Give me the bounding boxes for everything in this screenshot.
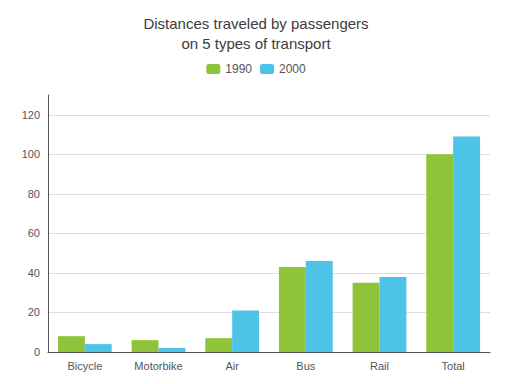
svg-text:0: 0 — [34, 346, 40, 358]
svg-text:Motorbike: Motorbike — [134, 360, 182, 372]
svg-text:on 5 types of transport: on 5 types of transport — [181, 35, 331, 52]
svg-text:60: 60 — [28, 227, 40, 239]
svg-text:Bus: Bus — [296, 360, 315, 372]
svg-text:40: 40 — [28, 267, 40, 279]
svg-text:80: 80 — [28, 188, 40, 200]
svg-text:2000: 2000 — [279, 62, 306, 76]
svg-text:Total: Total — [442, 360, 465, 372]
svg-text:120: 120 — [22, 109, 40, 121]
svg-text:100: 100 — [22, 148, 40, 160]
svg-text:20: 20 — [28, 306, 40, 318]
svg-text:Rail: Rail — [370, 360, 389, 372]
svg-text:Distances traveled by passenge: Distances traveled by passengers — [143, 15, 368, 32]
svg-text:Bicycle: Bicycle — [67, 360, 102, 372]
svg-text:Air: Air — [225, 360, 239, 372]
svg-text:1990: 1990 — [225, 62, 252, 76]
